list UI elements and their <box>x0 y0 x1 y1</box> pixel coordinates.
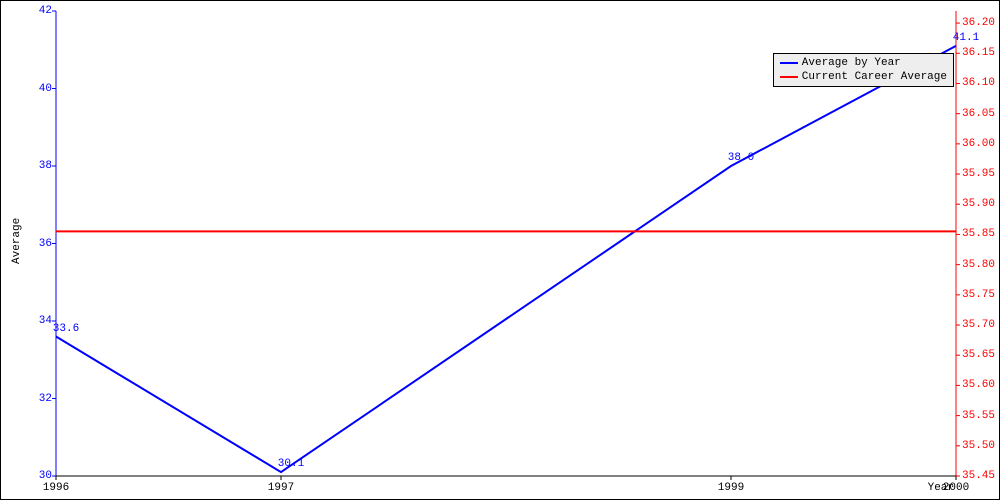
y-left-tick-label: 42 <box>12 5 52 17</box>
y-left-tick-label: 32 <box>12 393 52 405</box>
legend-item: Average by Year <box>780 56 947 70</box>
data-point-label: 41.1 <box>953 32 979 44</box>
data-point-label: 38.0 <box>728 152 754 164</box>
y-left-tick-label: 30 <box>12 470 52 482</box>
y-right-tick-label: 35.70 <box>962 319 1000 331</box>
y-right-tick-label: 35.90 <box>962 198 1000 210</box>
y-right-tick-label: 35.85 <box>962 228 1000 240</box>
x-tick-label: 1996 <box>43 482 69 494</box>
y-right-tick-label: 35.55 <box>962 410 1000 422</box>
y-left-tick-label: 40 <box>12 83 52 95</box>
x-axis-label: Year <box>928 482 954 494</box>
y-left-tick-label: 38 <box>12 160 52 172</box>
y-right-tick-label: 36.15 <box>962 47 1000 59</box>
y-right-tick-label: 36.10 <box>962 77 1000 89</box>
y-right-tick-label: 36.00 <box>962 138 1000 150</box>
y-right-tick-label: 35.95 <box>962 168 1000 180</box>
y-right-tick-label: 35.80 <box>962 259 1000 271</box>
y-right-tick-label: 35.75 <box>962 289 1000 301</box>
chart-legend: Average by Year Current Career Average <box>773 53 954 87</box>
y-axis-label: Average <box>11 217 23 263</box>
legend-swatch-icon <box>780 76 798 78</box>
y-right-tick-label: 36.05 <box>962 108 1000 120</box>
x-tick-label: 1997 <box>268 482 294 494</box>
y-left-tick-label: 34 <box>12 315 52 327</box>
data-point-label: 30.1 <box>278 458 304 470</box>
y-right-tick-label: 35.45 <box>962 470 1000 482</box>
y-right-tick-label: 36.20 <box>962 17 1000 29</box>
legend-item-label: Current Career Average <box>802 70 947 84</box>
x-tick-label: 1999 <box>718 482 744 494</box>
y-right-tick-label: 35.60 <box>962 379 1000 391</box>
dual-axis-line-chart: 30323436384042 35.4535.5035.5535.6035.65… <box>0 0 1000 500</box>
y-right-tick-label: 35.50 <box>962 440 1000 452</box>
legend-item-label: Average by Year <box>802 56 901 70</box>
legend-swatch-icon <box>780 62 798 64</box>
data-point-label: 33.6 <box>53 323 79 335</box>
y-right-tick-label: 35.65 <box>962 349 1000 361</box>
legend-item: Current Career Average <box>780 70 947 84</box>
